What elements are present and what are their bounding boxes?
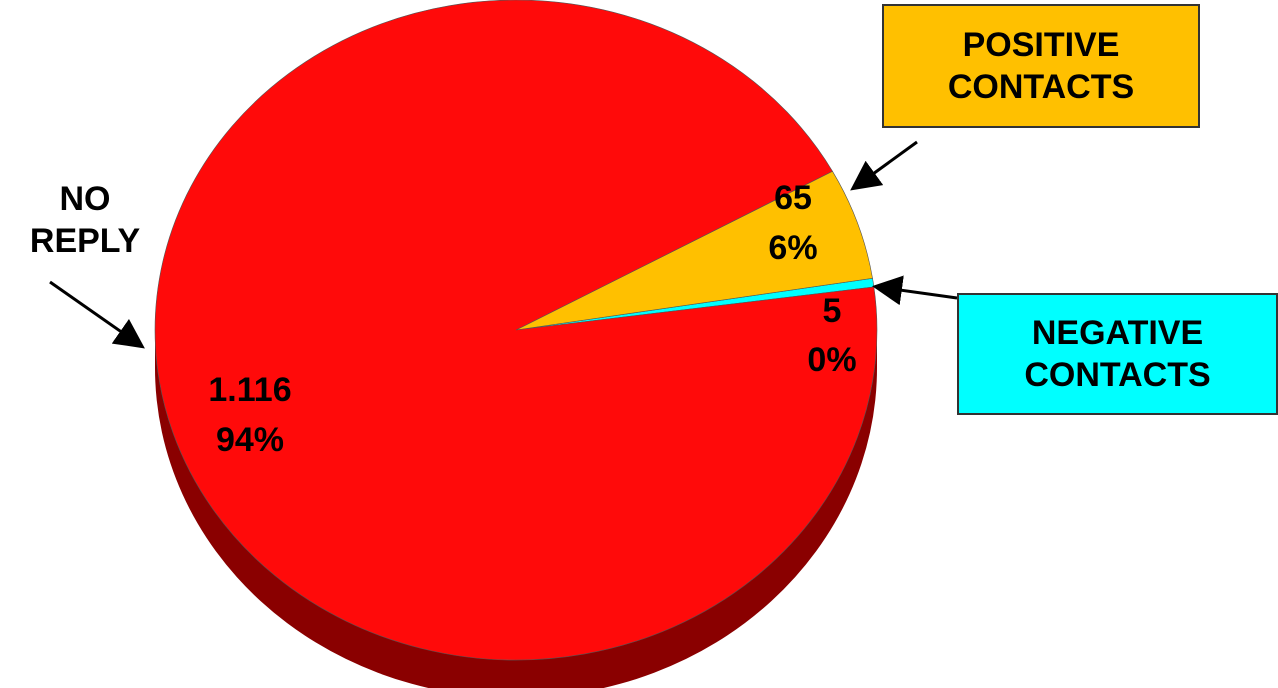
value-label: 65 bbox=[774, 179, 812, 217]
percent-label: 6% bbox=[768, 229, 817, 267]
category-label: NEGATIVE CONTACTS bbox=[957, 293, 1278, 415]
value-label: 5 bbox=[823, 292, 842, 330]
arrow bbox=[49, 280, 145, 349]
slices bbox=[154, 0, 878, 688]
value-label: 1.116 bbox=[208, 371, 291, 409]
percent-label: 94% bbox=[216, 421, 284, 459]
pie-slice bbox=[154, 0, 878, 661]
percent-label: 0% bbox=[807, 341, 856, 379]
category-label: POSITIVE CONTACTS bbox=[882, 4, 1200, 128]
arrow bbox=[850, 140, 918, 191]
arrow bbox=[872, 275, 958, 306]
category-label: NO REPLY bbox=[29, 180, 141, 260]
